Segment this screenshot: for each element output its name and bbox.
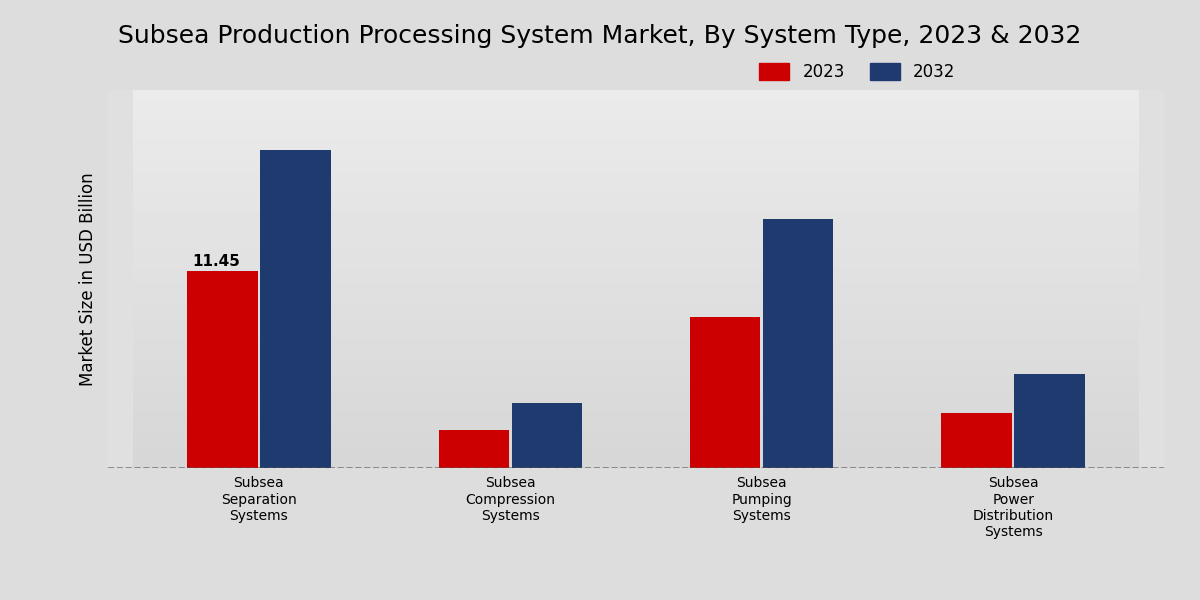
Bar xyxy=(187,271,258,468)
Bar xyxy=(690,317,761,468)
Legend: 2023, 2032: 2023, 2032 xyxy=(752,56,962,88)
Bar xyxy=(942,413,1012,468)
Bar xyxy=(439,430,509,468)
Bar xyxy=(1014,373,1085,468)
Text: Subsea Production Processing System Market, By System Type, 2023 & 2032: Subsea Production Processing System Mark… xyxy=(119,24,1081,48)
Text: 11.45: 11.45 xyxy=(192,254,240,269)
Y-axis label: Market Size in USD Billion: Market Size in USD Billion xyxy=(79,172,97,386)
Bar xyxy=(763,219,833,468)
Bar xyxy=(511,403,582,468)
Bar xyxy=(260,150,330,468)
